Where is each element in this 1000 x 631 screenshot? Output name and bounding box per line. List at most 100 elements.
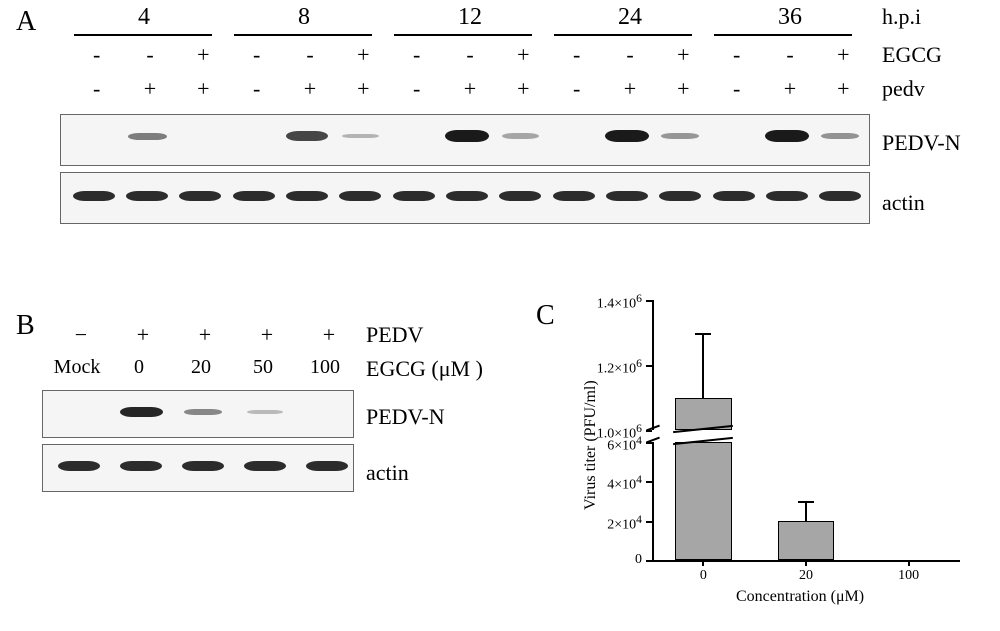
actin-band (819, 191, 861, 201)
timepoint-label: 4 (138, 4, 150, 31)
y-tick-label: 2×104 (560, 513, 642, 534)
hpi-label: h.p.i (882, 4, 921, 30)
egcg-symbol: + (669, 42, 697, 68)
actin-band (179, 191, 221, 201)
actin-band (713, 191, 755, 201)
pedvn-blot-label: PEDV-N (882, 130, 961, 156)
timepoint-underline (234, 34, 372, 36)
pedv-row-label: pedv (882, 76, 925, 102)
timepoint-label: 24 (618, 4, 642, 31)
y-tick-label: 4×104 (560, 473, 642, 494)
egcg-symbol: - (776, 42, 804, 68)
pedv-symbol: + (296, 76, 324, 102)
y-tick (646, 365, 652, 367)
virus-titer-chart: 1.0×1061.2×1061.4×10602×1044×1046×104020… (560, 290, 980, 620)
panel-c-label: C (536, 300, 555, 332)
pedvn-band (605, 130, 649, 142)
error-cap (695, 333, 711, 335)
egcg-symbol: - (563, 42, 591, 68)
pedvn-band (445, 130, 490, 143)
error-bar (805, 501, 807, 521)
conc-label-b: 0 (108, 356, 170, 379)
y-tick (646, 430, 652, 432)
pedv-symbol: + (829, 76, 857, 102)
pedvn-band (821, 133, 859, 139)
actin-band-b (182, 461, 224, 471)
panel-b-label: B (16, 310, 35, 342)
egcg-symbol: - (83, 42, 111, 68)
y-tick-label: 6×104 (560, 434, 642, 455)
pedv-symbol: - (563, 76, 591, 102)
actin-band (659, 191, 701, 201)
actin-band (339, 191, 381, 201)
x-tick-label: 100 (879, 568, 939, 584)
conc-label-b: Mock (46, 356, 108, 379)
y-tick (646, 300, 652, 302)
pedvn-band (502, 133, 539, 138)
pedvn-band (128, 133, 167, 140)
egcg-symbol: - (403, 42, 431, 68)
egcg-symbol: - (723, 42, 751, 68)
timepoint-underline (394, 34, 532, 36)
actin-band (393, 191, 435, 201)
actin-blot-label-b: actin (366, 460, 409, 486)
egcg-symbol: - (616, 42, 644, 68)
pedv-symbol: + (776, 76, 804, 102)
bar (778, 521, 834, 560)
egcg-symbol: - (243, 42, 271, 68)
pedv-symbol-b: + (315, 322, 343, 348)
error-cap (798, 501, 814, 503)
y-tick (646, 560, 652, 562)
x-tick (702, 560, 704, 566)
actin-blot-label: actin (882, 190, 925, 216)
pedvn-band (286, 131, 328, 141)
pedv-symbol: + (509, 76, 537, 102)
pedvn-band (661, 133, 699, 139)
pedv-symbol: - (83, 76, 111, 102)
pedv-symbol: + (616, 76, 644, 102)
pedv-header-b: PEDV (366, 322, 423, 348)
pedv-symbol: + (189, 76, 217, 102)
actin-band-b (120, 461, 162, 471)
egcg-header-b: EGCG (μM ) (366, 356, 483, 382)
actin-band (499, 191, 541, 201)
timepoint-label: 36 (778, 4, 802, 31)
timepoint-underline (714, 34, 852, 36)
egcg-symbol: + (829, 42, 857, 68)
x-tick-label: 20 (776, 568, 836, 584)
y-tick (646, 481, 652, 483)
pedv-symbol: - (403, 76, 431, 102)
actin-band-b (306, 461, 348, 471)
actin-band (446, 191, 488, 201)
panel-a-label: A (16, 6, 36, 38)
pedv-symbol: - (723, 76, 751, 102)
pedvn-band (765, 130, 810, 143)
actin-band (233, 191, 275, 201)
pedvn-blot-label-b: PEDV-N (366, 404, 445, 430)
pedv-symbol-b: − (67, 322, 95, 348)
timepoint-label: 12 (458, 4, 482, 31)
egcg-symbol: + (509, 42, 537, 68)
actin-band (766, 191, 808, 201)
actin-band (73, 191, 115, 201)
pedv-symbol: + (349, 76, 377, 102)
timepoint-underline (554, 34, 692, 36)
conc-label-b: 20 (170, 356, 232, 379)
actin-band (606, 191, 648, 201)
x-axis-title: Concentration (μM) (736, 588, 864, 606)
error-bar (702, 333, 704, 398)
pedv-symbol: - (243, 76, 271, 102)
y-tick-label: 0 (560, 552, 642, 568)
y-axis-lower (652, 442, 654, 560)
pedv-symbol: + (456, 76, 484, 102)
pedv-symbol-b: + (129, 322, 157, 348)
actin-band (286, 191, 328, 201)
pedvn-band (342, 134, 379, 139)
y-tick (646, 521, 652, 523)
pedvn-band-b (184, 409, 223, 415)
egcg-symbol: - (136, 42, 164, 68)
pedv-symbol: + (669, 76, 697, 102)
actin-band-b (244, 461, 286, 471)
actin-band (126, 191, 168, 201)
y-tick-label: 1.2×106 (560, 357, 642, 378)
